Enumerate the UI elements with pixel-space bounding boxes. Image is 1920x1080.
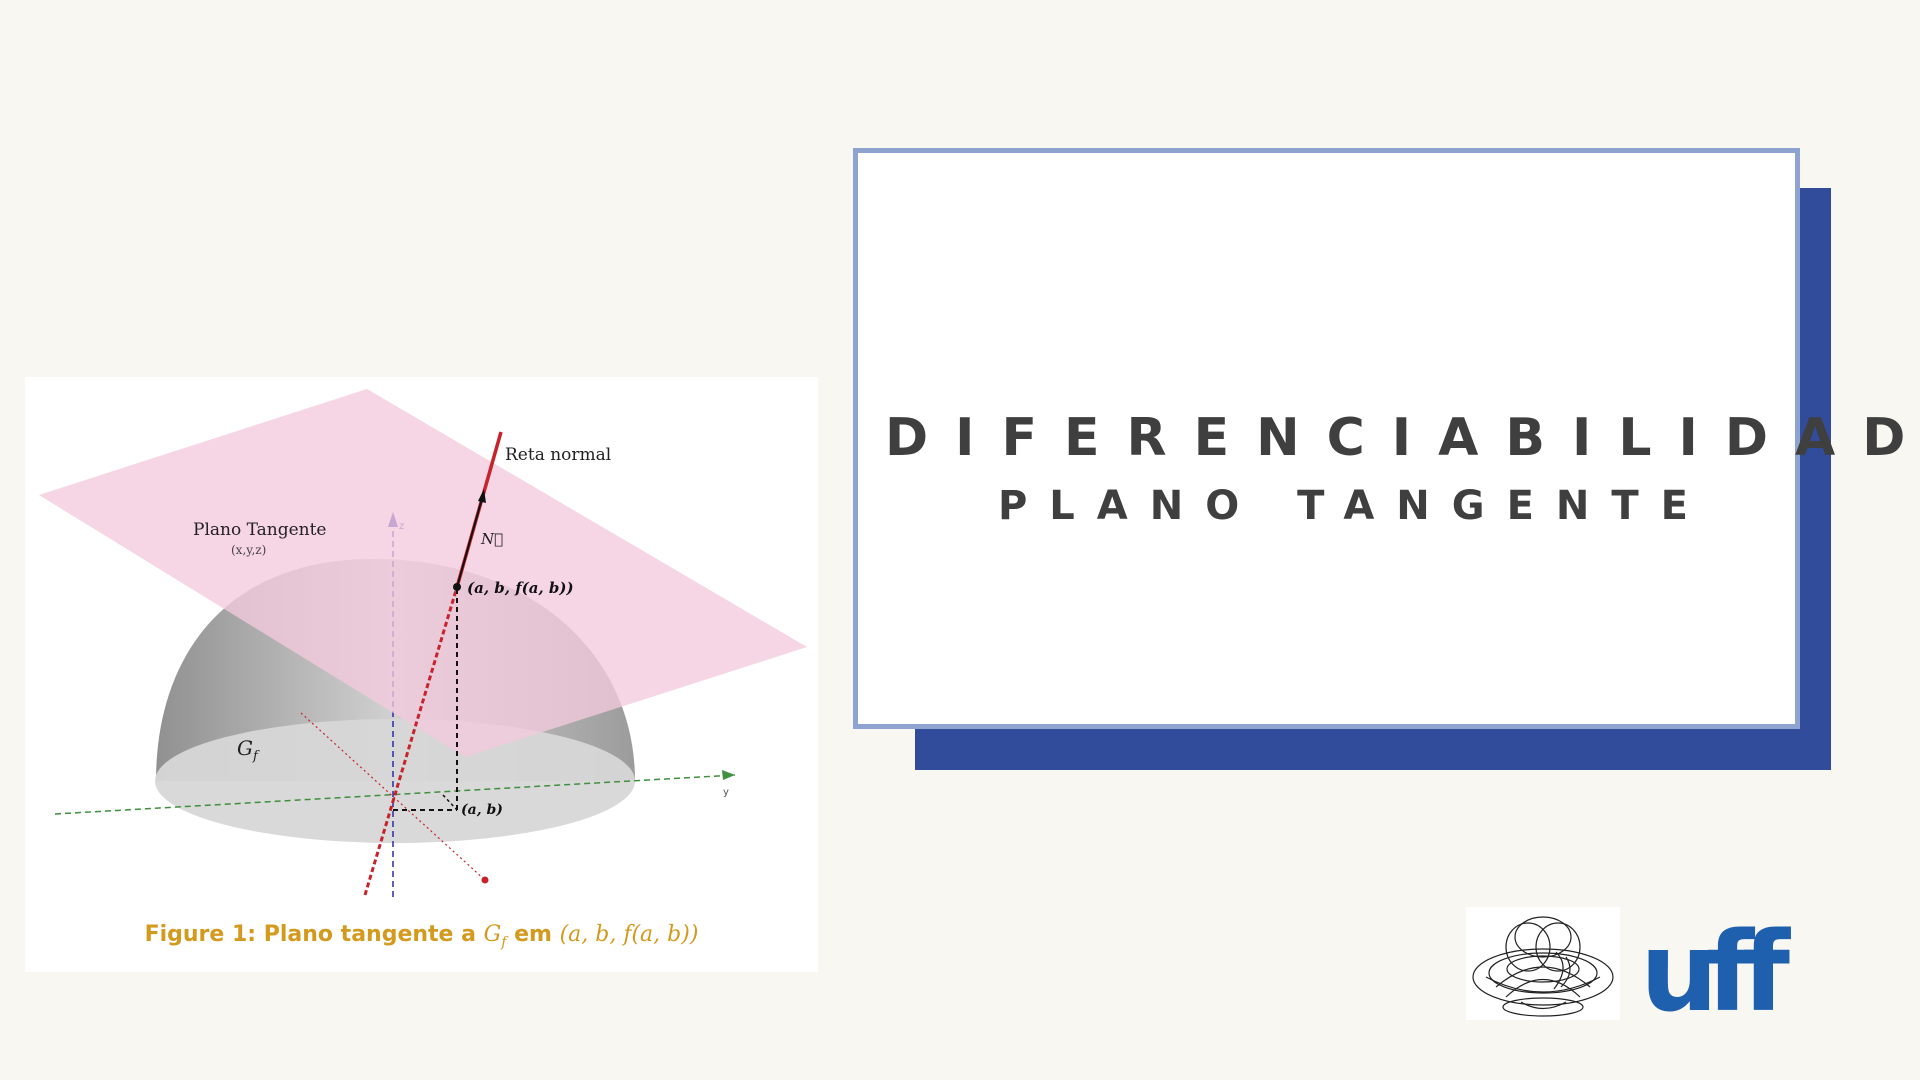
slide-title: DIFERENCIABILIDADE (885, 408, 1920, 468)
tangent-plane-diagram: y z Reta normal Plano Tangente (x,y,z) N… (39, 389, 807, 897)
normal-vector-head (478, 489, 486, 503)
x-axis-end (481, 876, 489, 884)
label-plano-tangente: Plano Tangente (193, 520, 327, 540)
x-axis (300, 712, 486, 881)
torus-sketch-logo-icon (1472, 916, 1614, 1017)
figure-caption: Figure 1: Plano tangente a Gf em (a, b, … (144, 922, 699, 951)
label-normal-vector: N⃗ (480, 530, 503, 548)
label-graph: Gf (237, 736, 260, 764)
label-plano-coords: (x,y,z) (231, 543, 266, 557)
point-top (453, 583, 461, 591)
uff-logo-text: uff (1640, 918, 1791, 1013)
uff-logo: uff (1640, 908, 1825, 1036)
y-axis-arrow (722, 770, 735, 780)
label-point-base: (a, b) (461, 802, 503, 818)
torus-sketch-logo (1466, 907, 1620, 1020)
normal-line-lower (363, 586, 459, 896)
figure-card: y z Reta normal Plano Tangente (x,y,z) N… (25, 377, 818, 972)
slide-subtitle: PLANO TANGENTE (997, 483, 1711, 529)
y-axis-label: y (723, 787, 729, 798)
label-reta-normal: Reta normal (505, 445, 611, 465)
uff-logo-icon: uff (1640, 908, 1803, 1036)
label-point-top: (a, b, f(a, b)) (467, 579, 574, 597)
normal-vector (456, 494, 484, 588)
title-box: DIFERENCIABILIDADE PLANO TANGENTE (853, 148, 1920, 729)
dome-base (155, 719, 635, 843)
tangent-plane (39, 389, 807, 757)
